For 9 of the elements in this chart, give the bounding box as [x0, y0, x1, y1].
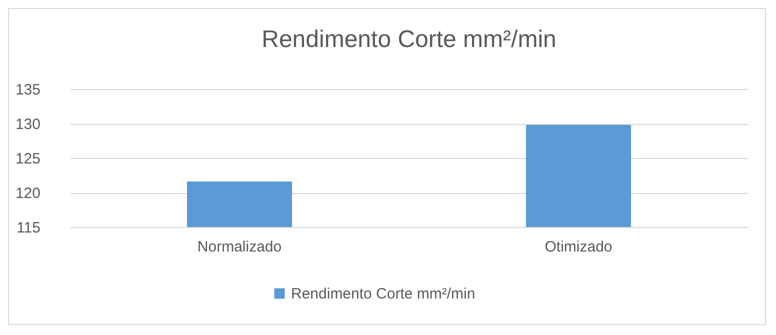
y-tick-label: 135 — [15, 82, 40, 98]
y-tick-label: 130 — [15, 116, 40, 133]
legend-label: Rendimento Corte mm²/min — [291, 286, 476, 302]
y-tick-label: 125 — [15, 150, 40, 168]
chart-title: Rendimento Corte mm²/min — [262, 26, 556, 53]
y-tick-label: 120 — [15, 185, 40, 202]
x-tick-label: Normalizado — [197, 238, 282, 256]
x-tick-label: Otimizado — [544, 238, 612, 256]
y-tick-label: 115 — [16, 220, 40, 236]
